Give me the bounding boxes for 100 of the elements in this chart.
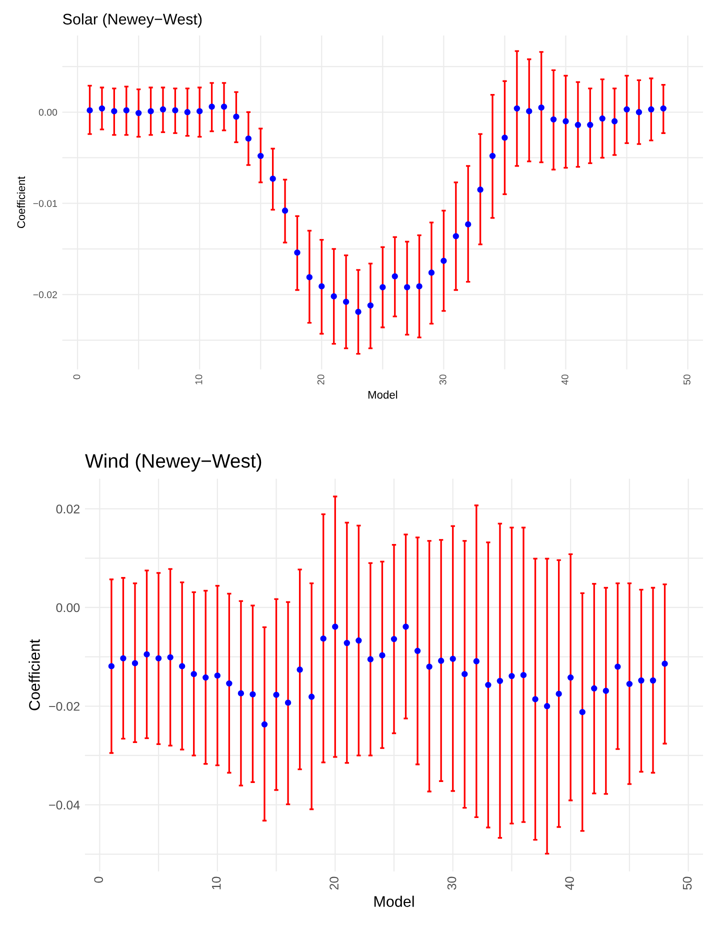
point [390, 636, 398, 642]
point [273, 692, 280, 698]
point [367, 656, 374, 662]
x-tick-label: 10 [195, 374, 202, 384]
point [202, 674, 209, 681]
point [648, 106, 654, 113]
point [155, 655, 162, 662]
point [330, 293, 337, 300]
chart-title: Solar (Newey−West) [63, 13, 202, 28]
point [367, 302, 374, 309]
y-tick-label: 0.00 [56, 603, 80, 612]
point [562, 118, 569, 124]
point [662, 660, 668, 667]
y-axis-title: Coefficient [28, 639, 40, 710]
point [520, 672, 527, 678]
y-tick-label: −0.04 [49, 800, 80, 810]
point [426, 664, 432, 670]
point [178, 663, 186, 670]
y-axis-title: Coefficient [16, 176, 26, 228]
point [587, 122, 594, 128]
point [184, 109, 190, 116]
point [404, 284, 410, 290]
x-tick-label: 10 [212, 876, 221, 890]
point [220, 104, 228, 110]
point [111, 108, 118, 114]
point [514, 105, 520, 112]
point [258, 152, 264, 160]
y-tick-label: −0.02 [33, 291, 57, 298]
point [296, 666, 303, 673]
point [356, 637, 362, 644]
point [294, 249, 300, 256]
point [611, 118, 618, 124]
point [636, 109, 642, 116]
point [284, 700, 292, 706]
point [214, 672, 221, 679]
point [477, 186, 484, 193]
point [282, 208, 288, 214]
point [452, 233, 459, 240]
point [148, 108, 154, 114]
x-tick-label: 20 [330, 876, 338, 890]
point [308, 694, 315, 700]
x-axis-title: Model [368, 390, 398, 399]
point [380, 284, 386, 290]
point [465, 221, 472, 228]
point [567, 674, 574, 681]
point [342, 298, 350, 305]
y-tick-label: 0.02 [56, 504, 80, 514]
point [638, 677, 644, 684]
point [160, 106, 166, 113]
point [579, 708, 586, 716]
chart-title: Wind (Newey−West) [85, 454, 262, 472]
point [602, 688, 610, 694]
point [320, 635, 326, 642]
point [86, 107, 93, 114]
point [233, 114, 240, 120]
point [428, 270, 435, 276]
x-tick-label: 30 [447, 876, 456, 890]
point [489, 152, 496, 160]
point [270, 176, 276, 182]
point [485, 682, 492, 688]
point [120, 655, 126, 662]
point [660, 105, 666, 112]
point [550, 116, 557, 123]
point [379, 652, 386, 658]
point [626, 680, 633, 688]
point [123, 107, 130, 114]
point [250, 691, 256, 698]
point [172, 107, 178, 114]
point [167, 654, 174, 660]
x-tick-label: 20 [317, 374, 324, 385]
point [416, 283, 422, 290]
point [344, 640, 350, 646]
point [318, 283, 325, 290]
point [438, 658, 444, 664]
point [355, 308, 362, 315]
point [402, 624, 409, 630]
point [462, 670, 468, 678]
point [544, 703, 550, 710]
point [414, 648, 421, 654]
point [650, 677, 656, 684]
x-tick-label: 50 [682, 876, 692, 890]
x-tick-label: 40 [565, 876, 574, 890]
y-tick-label: −0.01 [33, 200, 57, 207]
point [591, 685, 598, 692]
point [556, 690, 562, 697]
point [108, 663, 115, 670]
point [245, 135, 252, 142]
point [599, 115, 606, 122]
point [392, 273, 398, 280]
point [135, 110, 142, 116]
point [306, 274, 313, 280]
x-tick-label: 40 [561, 374, 568, 385]
point [144, 651, 150, 658]
x-tick-label: 0 [73, 374, 80, 380]
point [196, 108, 203, 114]
point [450, 656, 456, 662]
point [473, 658, 480, 664]
point [208, 104, 215, 110]
x-tick-label: 30 [439, 374, 446, 385]
point [508, 672, 515, 680]
